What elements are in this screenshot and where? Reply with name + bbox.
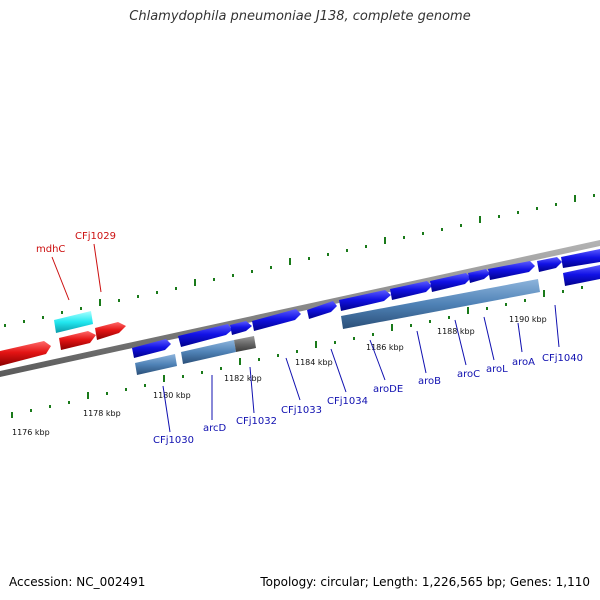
label-leader: [517, 322, 523, 353]
gene-label-aroA: aroA: [512, 357, 535, 368]
genome-backbone: [0, 240, 600, 377]
accession-text: Accession: NC_002491: [9, 575, 146, 589]
gene-label-aroB: aroB: [418, 376, 441, 387]
label-leader: [285, 357, 301, 401]
scale-label: 1190 kbp: [509, 315, 547, 324]
label-leader: [416, 330, 427, 374]
scale-label: 1188 kbp: [437, 327, 475, 336]
gene-forward-arrow[interactable]: [307, 301, 337, 319]
gene-forward-arrow[interactable]: [488, 261, 535, 280]
gene-reverse-arrow[interactable]: [95, 322, 126, 340]
gene-reverse-arrow[interactable]: [0, 341, 51, 366]
reverse-strand-ticks: [4, 194, 595, 327]
scale-label: 1176 kbp: [12, 428, 50, 437]
gene-forward-arrow[interactable]: [132, 339, 171, 358]
genome-summary-text: Topology: circular; Length: 1,226,565 bp…: [260, 575, 590, 589]
title: Chlamydophila pneumoniae J138, complete …: [129, 9, 471, 24]
gene-forward-arrow[interactable]: [252, 309, 301, 331]
label-leader: [51, 256, 70, 301]
gene-label-aroL: aroL: [486, 364, 508, 375]
gene-forward-arrow[interactable]: [563, 265, 600, 286]
label-leader: [454, 319, 467, 366]
gene-forward-arrow[interactable]: [561, 249, 600, 268]
cds-bar[interactable]: [341, 279, 540, 329]
gene-mdhC-rna[interactable]: [54, 311, 93, 333]
gene-label-CFj1034: CFj1034: [327, 396, 368, 407]
gene-label-aroC: aroC: [457, 369, 480, 380]
gene-label-CFj1033: CFj1033: [281, 405, 322, 416]
gene-label-CFj1030: CFj1030: [153, 435, 194, 446]
label-leader: [330, 348, 347, 393]
label-leader: [93, 243, 102, 293]
gene-label-CFj1032: CFj1032: [236, 416, 277, 427]
gene-forward-arrow[interactable]: [537, 257, 562, 272]
label-leader: [483, 316, 495, 361]
forward-strand-ticks: [11, 286, 583, 418]
scale-label: 1180 kbp: [153, 391, 191, 400]
gene-label-CFj1029: CFj1029: [75, 231, 116, 242]
gene-label-arcD: arcD: [203, 423, 227, 434]
cds-bar[interactable]: [135, 354, 177, 375]
gene-reverse-arrow[interactable]: [59, 331, 96, 350]
label-leader: [554, 304, 560, 348]
gene-forward-arrow[interactable]: [390, 281, 432, 300]
gene-forward-arrow[interactable]: [430, 273, 471, 292]
gene-forward-arrow[interactable]: [339, 290, 391, 311]
scale-label: 1178 kbp: [83, 409, 121, 418]
gene-label-aroDE: aroDE: [373, 384, 403, 395]
label-leader: [162, 385, 171, 433]
label-leader: [369, 339, 386, 381]
label-leader: [249, 366, 255, 414]
gene-label-CFj1040: CFj1040: [542, 353, 583, 364]
cds-bar-grey[interactable]: [234, 336, 256, 352]
gene-forward-arrow[interactable]: [468, 269, 490, 283]
gene-forward-arrow[interactable]: [230, 321, 252, 335]
gene-forward-arrow[interactable]: [178, 324, 232, 347]
scale-label: 1184 kbp: [295, 358, 333, 367]
gene-label-mdhC: mdhC: [36, 244, 65, 255]
cds-bar[interactable]: [181, 340, 236, 364]
scale-label: 1186 kbp: [366, 343, 404, 352]
scale-label: 1182 kbp: [224, 374, 262, 383]
